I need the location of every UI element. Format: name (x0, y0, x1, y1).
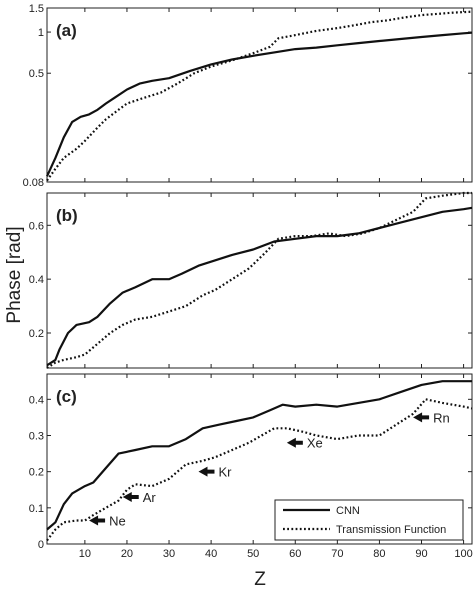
panel-label: (c) (56, 387, 77, 406)
y-tick-label: 0.2 (29, 467, 44, 479)
legend-label-cnn: CNN (336, 505, 360, 517)
plot-frame (46, 7, 473, 183)
annotation-ar-arrow (122, 491, 139, 502)
series-transmission-function (46, 398, 473, 542)
x-tick-label: 80 (373, 548, 385, 560)
legend-label-transmission-function: Transmission Function (336, 524, 446, 536)
annotation-rn-arrow (413, 412, 430, 423)
y-tick-label: 0.3 (29, 430, 44, 442)
y-tick-label: 0.4 (29, 274, 44, 286)
x-tick-label: 40 (205, 548, 217, 560)
annotation-ar-label: Ar (143, 490, 157, 505)
panel-label: (a) (56, 21, 77, 40)
series-cnn (45, 31, 473, 177)
series-cnn (46, 206, 473, 367)
panel-2: 0.2 0.4 0.6 (b) (29, 191, 473, 369)
annotation-kr-label: Kr (218, 465, 232, 480)
y-tick-label: 0.1 (29, 503, 44, 515)
x-tick-label: 20 (121, 548, 133, 560)
plot-frame (46, 192, 473, 369)
panel-3: 0 0.1 0.2 0.3 0.4 10 20 30 40 50 60 70 80 90 100 (c) Ne A… (29, 373, 473, 560)
panels: 0.08 0.5 1 1.5 (a) 0.2 0.4 0.6 (b) 0 0.1 0.2 0.3 0.4 1… (23, 3, 473, 560)
annotation-ne-label: Ne (109, 513, 126, 528)
annotation-rn-label: Rn (433, 410, 450, 425)
y-tick-label: 0 (38, 539, 44, 551)
y-tick-label: 1 (38, 27, 44, 39)
series-transmission-function (46, 10, 473, 182)
x-tick-label: 100 (454, 548, 472, 560)
x-tick-label: 10 (79, 548, 91, 560)
x-axis-title: Z (254, 569, 266, 590)
panel-1: 0.08 0.5 1 1.5 (a) (23, 3, 473, 189)
x-tick-label: 90 (415, 548, 427, 560)
y-tick-label: 0.6 (29, 220, 44, 232)
legend-box (274, 499, 464, 541)
y-tick-label: 0.5 (29, 68, 44, 80)
series-transmission-function (46, 191, 472, 369)
y-tick-label: 1.5 (29, 3, 44, 15)
x-tick-label: 30 (163, 548, 175, 560)
annotation-xe-arrow (286, 437, 303, 448)
x-tick-label: 70 (331, 548, 343, 560)
x-tick-label: 60 (289, 548, 301, 560)
y-tick-label: 0.08 (23, 177, 44, 189)
series-cnn (46, 380, 472, 531)
plot-frame (46, 373, 473, 545)
x-tick-label: 50 (247, 548, 259, 560)
y-axis-title: Phase [rad] (4, 226, 25, 323)
y-tick-label: 0.2 (29, 328, 44, 340)
annotation-ne-arrow (89, 515, 106, 526)
legend: CNN Transmission Function (274, 499, 464, 541)
panel-label: (b) (56, 206, 78, 225)
y-tick-label: 0.4 (29, 394, 44, 406)
annotation-kr-arrow (198, 466, 215, 477)
annotation-xe-label: Xe (307, 436, 323, 451)
